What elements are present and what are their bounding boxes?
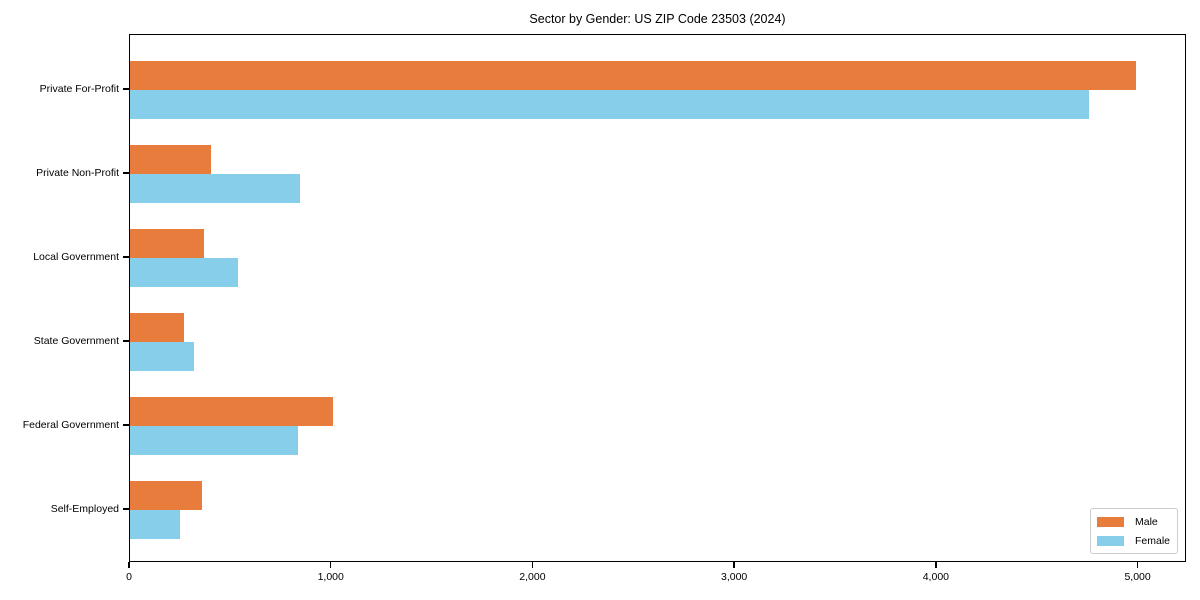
x-axis-tick xyxy=(935,562,937,568)
y-axis-tick xyxy=(123,172,129,174)
legend-item-male: Male xyxy=(1097,514,1171,529)
y-axis-tick xyxy=(123,424,129,426)
y-tick-label-private-for-profit: Private For-Profit xyxy=(39,83,119,95)
x-tick-label-1000: 1,000 xyxy=(317,571,344,583)
bar-male-federal-government xyxy=(130,397,333,426)
y-tick-label-self-employed: Self-Employed xyxy=(50,503,119,515)
legend-swatch-male xyxy=(1097,516,1124,527)
y-tick-label-local-government: Local Government xyxy=(33,251,119,263)
x-axis-tick xyxy=(531,562,534,568)
bar-male-private-non-profit xyxy=(130,145,211,174)
y-axis-tick xyxy=(123,508,129,510)
x-axis-tick xyxy=(329,562,332,568)
x-tick-label-2000: 2,000 xyxy=(519,571,546,583)
bar-female-local-government xyxy=(130,258,238,287)
y-axis-tick xyxy=(123,88,129,90)
legend: Male Female xyxy=(1090,508,1178,554)
bar-male-state-government xyxy=(130,313,184,342)
bar-male-self-employed xyxy=(130,481,202,510)
x-tick-label-3000: 3,000 xyxy=(721,571,748,583)
y-tick-label-state-government: State Government xyxy=(33,335,119,347)
bar-male-local-government xyxy=(130,229,204,258)
bar-female-state-government xyxy=(130,342,194,371)
x-axis-tick xyxy=(1136,562,1139,568)
y-axis-tick xyxy=(123,340,129,342)
legend-item-female: Female xyxy=(1097,533,1171,548)
bar-female-federal-government xyxy=(130,426,298,455)
bar-female-private-non-profit xyxy=(130,174,300,203)
x-axis-tick xyxy=(733,562,735,568)
bar-male-private-for-profit xyxy=(130,61,1136,90)
x-axis-tick xyxy=(128,562,130,568)
plot-area xyxy=(129,34,1186,562)
legend-label: Male xyxy=(1135,515,1158,528)
legend-swatch-female xyxy=(1097,535,1124,546)
bar-female-self-employed xyxy=(130,510,180,539)
legend-label: Female xyxy=(1135,534,1171,547)
bar-female-private-for-profit xyxy=(130,90,1089,119)
x-tick-label-5000: 5,000 xyxy=(1124,571,1151,583)
y-tick-label-federal-government: Federal Government xyxy=(22,419,119,431)
y-tick-label-private-non-profit: Private Non-Profit xyxy=(36,167,119,179)
chart-title: Sector by Gender: US ZIP Code 23503 (202… xyxy=(529,12,786,26)
x-tick-label-0: 0 xyxy=(126,571,132,583)
y-axis-tick xyxy=(123,256,129,258)
x-tick-label-4000: 4,000 xyxy=(922,571,949,583)
